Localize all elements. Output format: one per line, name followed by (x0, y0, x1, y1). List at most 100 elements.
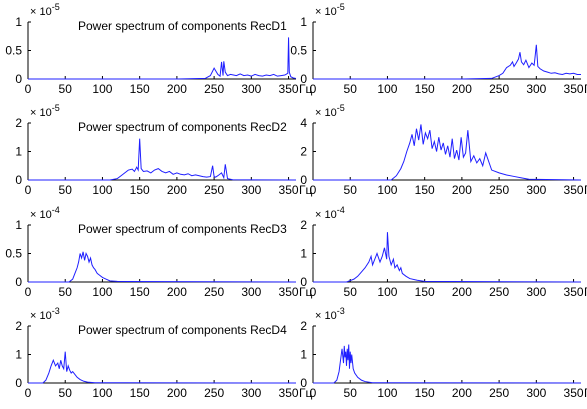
x-tick-label: 250 (489, 183, 509, 197)
y-tick-label: 0 (15, 275, 22, 289)
y-exponent-label: × 10-4 (315, 205, 345, 221)
y-exponent-label: × 10-3 (30, 306, 60, 322)
x-tick-label: 200 (167, 386, 187, 400)
x-tick-label: 300 (526, 386, 546, 400)
x-tick-label: 0 (25, 285, 32, 299)
x-tick-label: 100 (377, 183, 397, 197)
x-tick-label: 50 (59, 386, 73, 400)
y-tick-label: 0.5 (290, 44, 307, 58)
y-tick-label: 0.5 (5, 44, 22, 58)
y-tick-label: 0.5 (5, 247, 22, 261)
series-line (28, 351, 297, 384)
x-tick-label: 50 (344, 285, 358, 299)
y-tick-label: 4 (300, 116, 307, 130)
series-line (313, 44, 581, 80)
x-tick-label: 0 (310, 285, 317, 299)
y-exponent-label: × 10-5 (30, 103, 60, 119)
x-tick-label: 50 (59, 183, 73, 197)
x-tick-label: 100 (377, 285, 397, 299)
x-unit-label: Гц (584, 183, 587, 197)
x-tick-label: 150 (415, 386, 435, 400)
x-tick-label: 50 (344, 183, 358, 197)
y-tick-label: 0 (15, 72, 22, 86)
y-exponent-label: × 10-5 (315, 103, 345, 119)
x-unit-label: Гц (299, 82, 312, 96)
x-tick-label: 150 (415, 82, 435, 96)
x-tick-label: 100 (92, 82, 112, 96)
y-tick-label: 1 (15, 218, 22, 232)
x-tick-label: 300 (241, 386, 261, 400)
y-tick-label: 0 (300, 173, 307, 187)
x-tick-label: 250 (204, 285, 224, 299)
y-tick-label: 1 (300, 15, 307, 29)
x-tick-label: 50 (344, 82, 358, 96)
x-tick-label: 200 (167, 285, 187, 299)
x-tick-label: 200 (167, 183, 187, 197)
x-tick-label: 0 (310, 386, 317, 400)
y-tick-label: 2 (15, 116, 22, 130)
y-tick-label: 1 (15, 15, 22, 29)
y-tick-label: 1 (15, 348, 22, 362)
y-exponent-label: × 10-5 (315, 2, 345, 18)
x-tick-label: 50 (344, 386, 358, 400)
x-unit-label: Гц (299, 285, 312, 299)
x-tick-label: 100 (92, 285, 112, 299)
x-tick-label: 300 (241, 183, 261, 197)
x-unit-label: Гц (584, 82, 587, 96)
x-tick-label: 150 (130, 82, 150, 96)
series-line (313, 344, 582, 384)
y-tick-label: 2 (15, 319, 22, 333)
series-line (28, 138, 297, 181)
x-tick-label: 150 (415, 183, 435, 197)
x-tick-label: 350 (564, 82, 584, 96)
x-tick-label: 200 (452, 82, 472, 96)
y-tick-label: 0 (15, 376, 22, 390)
x-tick-label: 350 (279, 386, 299, 400)
x-tick-label: 200 (452, 183, 472, 197)
x-tick-label: 0 (25, 386, 32, 400)
x-tick-label: 300 (241, 285, 261, 299)
subplot-title: Power spectrum of components RecD2 (78, 120, 287, 134)
y-exponent-label: × 10-5 (30, 2, 60, 18)
x-tick-label: 250 (204, 183, 224, 197)
x-tick-label: 350 (564, 386, 584, 400)
x-unit-label: Гц (584, 285, 587, 299)
x-unit-label: Гц (299, 183, 312, 197)
y-tick-label: 0 (300, 72, 307, 86)
y-tick-label: 2 (300, 319, 307, 333)
series-line (28, 37, 297, 80)
x-tick-label: 0 (310, 183, 317, 197)
series-line (313, 124, 582, 181)
y-tick-label: 1 (15, 145, 22, 159)
y-tick-label: 1 (300, 348, 307, 362)
x-tick-label: 300 (526, 183, 546, 197)
subplot-title: Power spectrum of components RecD1 (78, 19, 287, 33)
x-tick-label: 350 (564, 183, 584, 197)
x-tick-label: 200 (452, 285, 472, 299)
x-tick-label: 350 (279, 183, 299, 197)
x-unit-label: Гц (584, 386, 587, 400)
x-tick-label: 0 (310, 82, 317, 96)
x-tick-label: 100 (92, 183, 112, 197)
x-tick-label: 350 (279, 285, 299, 299)
series-line (313, 232, 582, 283)
x-unit-label: Гц (299, 386, 312, 400)
x-tick-label: 100 (92, 386, 112, 400)
x-tick-label: 0 (25, 183, 32, 197)
x-tick-label: 150 (130, 285, 150, 299)
x-tick-label: 100 (377, 82, 397, 96)
y-tick-label: 2 (300, 145, 307, 159)
x-tick-label: 200 (452, 386, 472, 400)
x-tick-label: 250 (204, 386, 224, 400)
x-tick-label: 150 (415, 285, 435, 299)
y-exponent-label: × 10-4 (30, 205, 60, 221)
x-tick-label: 250 (204, 82, 224, 96)
x-tick-label: 100 (377, 386, 397, 400)
